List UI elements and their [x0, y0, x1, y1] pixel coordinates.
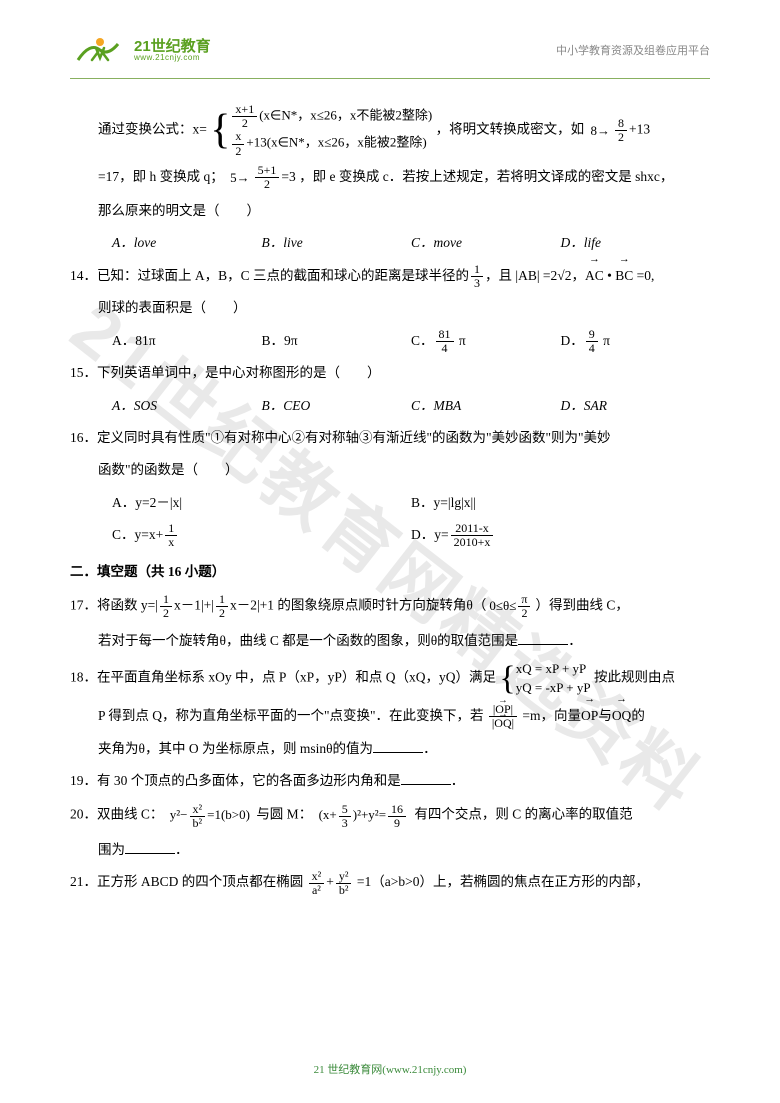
q18-line2: P 得到点 Q，称为直角坐标平面的一个"点变换"．在此变换下，若 |OP||OQ… [70, 702, 710, 731]
q21: 21．正方形 ABCD 的四个顶点都在椭圆 x²a²+y²b² =1（a>b>0… [70, 868, 710, 897]
q13-formula-line: 通过变换公式：x= { x+12(x∈N*，x≤26，x不能被2整除) x2+1… [70, 103, 710, 158]
q14: 14．已知：过球面上 A，B，C 三点的截面和球心的距离是球半径的13，且 |A… [70, 262, 710, 291]
q16-opt-b: B．y=|lg|x|| [411, 489, 710, 517]
logo-icon [70, 30, 130, 70]
q13-options: A．love B．live C．move D．life [70, 229, 710, 257]
logo-url: www.21cnjy.com [134, 54, 211, 62]
q16-opt-a: A．y=2－|x| [112, 489, 411, 517]
q16: 16．定义同时具有性质"①有对称中心②有对称轴③有渐近线"的函数为"美妙函数"则… [70, 424, 710, 452]
logo-cn: 21世纪教育 [134, 39, 211, 54]
vec-ac: AC [585, 262, 604, 290]
vec-op: OP [581, 702, 598, 730]
q16-line2: 函数"的函数是（ ） [70, 456, 710, 484]
q17: 17．将函数 y=|12x－1|+|12x－2|+1 的图象绕原点顺时针方向旋转… [70, 590, 710, 623]
q13-arrow5: 5→ [227, 162, 253, 193]
q20-line2: 围为． [70, 836, 710, 864]
q18-piecewise: { xQ = xP + yP yQ = -xP + yP [499, 659, 590, 698]
q16-num: 16． [70, 430, 97, 445]
q14-opt-d: D．94 π [561, 327, 711, 356]
q13-line2: =17，即 h 变换成 q； 5→5+12=3 ，即 e 变换成 c．若按上述规… [70, 162, 710, 193]
q17-cond: 0≤θ≤π2 [486, 590, 535, 623]
page-header: 21世纪教育 www.21cnjy.com 中小学教育资源及组卷应用平台 [70, 30, 710, 70]
q15-opt-b: B．CEO [262, 392, 412, 420]
q14-opt-a: A．81π [112, 327, 262, 356]
q16-opt-c: C．y=x+1x [112, 521, 411, 550]
logo-text: 21世纪教育 www.21cnjy.com [134, 39, 211, 62]
q17-line2: 若对于每一个旋转角θ，曲线 C 都是一个函数的图象，则θ的取值范围是． [70, 627, 710, 655]
q18: 18．在平面直角坐标系 xOy 中，点 P（xP，yP）和点 Q（xQ，yQ）满… [70, 659, 710, 698]
q17-num: 17． [70, 597, 97, 612]
page-container: 21世纪教育 www.21cnjy.com 中小学教育资源及组卷应用平台 通过变… [0, 0, 780, 941]
q13-opt-c: C．move [411, 229, 561, 257]
header-subtitle: 中小学教育资源及组卷应用平台 [556, 42, 710, 58]
q16-options-ab: A．y=2－|x| B．y=|lg|x|| [70, 489, 710, 517]
q18-num: 18． [70, 670, 97, 685]
q18-frac-opoq: |OP||OQ| [489, 703, 517, 730]
q17-blank [518, 631, 568, 645]
q14-options: A．81π B．9π C．814 π D．94 π [70, 327, 710, 356]
q20-blank [125, 840, 175, 854]
q14-num: 14． [70, 268, 97, 283]
q19-num: 19． [70, 773, 97, 788]
q15-options: A．SOS B．CEO C．MBA D．SAR [70, 392, 710, 420]
q14-line2: 则球的表面积是（ ） [70, 294, 710, 322]
q14-opt-c: C．814 π [411, 327, 561, 356]
logo: 21世纪教育 www.21cnjy.com [70, 30, 211, 70]
vec-oq: OQ [612, 702, 632, 730]
q20-num: 20． [70, 807, 97, 822]
q15-opt-c: C．MBA [411, 392, 561, 420]
q15: 15．下列英语单词中，是中心对称图形的是（ ） [70, 359, 710, 387]
q13-text-a: 通过变换公式：x= [98, 121, 207, 136]
q20: 20．双曲线 C： y²−x²b²=1(b>0) 与圆 M： (x+53)²+y… [70, 799, 710, 832]
q14-opt-b: B．9π [262, 327, 412, 356]
q21-num: 21． [70, 874, 97, 889]
q15-num: 15． [70, 365, 97, 380]
q18-blank [373, 739, 423, 753]
q20-hyperbola: y²−x²b²=1(b>0) [167, 799, 253, 832]
page-footer: 21 世纪教育网(www.21cnjy.com) [0, 1061, 780, 1077]
q16-opt-d: D．y=2011-x2010+x [411, 521, 710, 550]
q16-options-cd: C．y=x+1x D．y=2011-x2010+x [70, 521, 710, 550]
q19: 19．有 30 个顶点的凸多面体，它的各面多边形内角和是． [70, 767, 710, 795]
q13-line3: 那么原来的明文是（ ） [70, 197, 710, 225]
section-2-title: 二．填空题（共 16 小题） [70, 558, 710, 586]
q13-opt-a: A．love [112, 229, 262, 257]
content-body: 通过变换公式：x= { x+12(x∈N*，x≤26，x不能被2整除) x2+1… [70, 103, 710, 897]
q18-line3: 夹角为θ，其中 O 为坐标原点，则 msinθ的值为． [70, 735, 710, 763]
q13-piecewise: { x+12(x∈N*，x≤26，x不能被2整除) x2+13(x∈N*，x≤2… [210, 103, 432, 158]
header-divider [70, 78, 710, 79]
q19-blank [401, 771, 451, 785]
q13-opt-d: D．life [561, 229, 711, 257]
q13-text-b: ，将明文转换成密文，如 [436, 121, 585, 136]
q15-opt-d: D．SAR [561, 392, 711, 420]
vec-bc: BC [615, 262, 633, 290]
q13-opt-b: B．live [262, 229, 412, 257]
q20-circle: (x+53)²+y²=169 [316, 799, 411, 832]
q15-opt-a: A．SOS [112, 392, 262, 420]
q13-arrow8: 8→ [587, 115, 613, 146]
